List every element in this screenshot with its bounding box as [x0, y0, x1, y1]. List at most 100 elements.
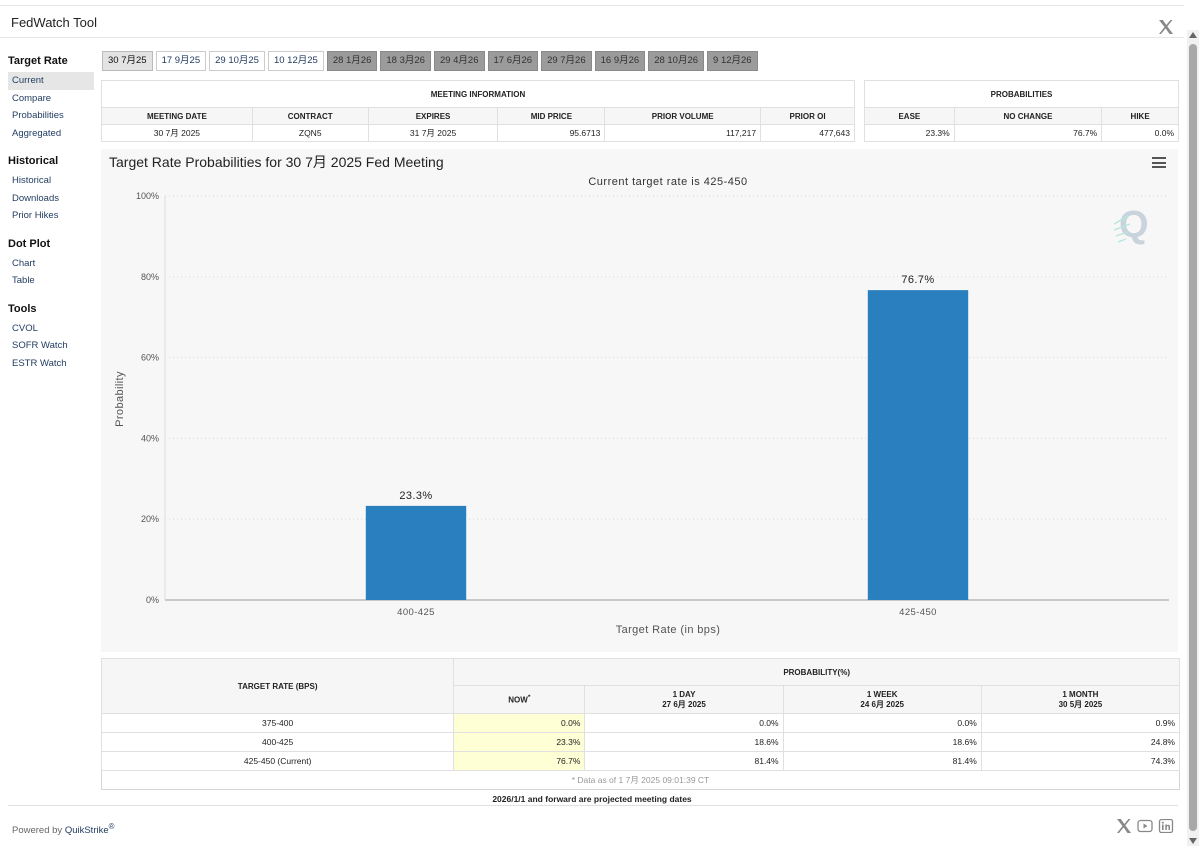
col-probability: PROBABILITY(%): [453, 658, 1180, 686]
tab-meeting-date[interactable]: 9 12月26: [707, 51, 758, 71]
scroll-thumb[interactable]: [1189, 44, 1197, 831]
col-prior-oi: PRIOR OI: [760, 107, 855, 125]
bar-425-450[interactable]: [867, 290, 969, 600]
table-row: 425-450 (Current) 76.7% 81.4% 81.4% 74.3%: [100, 751, 1181, 771]
sidebar-item-prior-hikes[interactable]: Prior Hikes: [12, 210, 59, 221]
tab-meeting-date[interactable]: 29 7月26: [541, 51, 592, 71]
prior-oi-value: 477,643: [760, 124, 855, 142]
probabilities-table: PROBABILITIES EASE NO CHANGE HIKE 23.3% …: [864, 80, 1179, 142]
sidebar-item-cvol[interactable]: CVOL: [12, 322, 38, 334]
sidebar-heading: Target Rate: [8, 55, 68, 67]
meeting-date-value: 30 7月 2025: [101, 124, 253, 142]
x-icon[interactable]: [1116, 819, 1132, 833]
tab-meeting-date[interactable]: 29 10月25: [209, 51, 265, 71]
cell-rate: 375-400: [100, 713, 455, 733]
top-bar: FedWatch Tool: [0, 5, 1184, 38]
footer-divider: [8, 805, 1178, 806]
x-logo-icon[interactable]: [1158, 19, 1174, 35]
col-contract: CONTRACT: [251, 107, 369, 125]
meeting-info-caption: MEETING INFORMATION: [101, 80, 855, 108]
y-tick-label: 0%: [146, 595, 159, 605]
powered-by-text: Powered by: [12, 825, 63, 837]
sidebar-item-downloads[interactable]: Downloads: [12, 192, 59, 204]
quikstrike-link-text: QuikStrike: [64, 825, 109, 837]
col-now-label: NOW: [508, 695, 528, 705]
col-1-month: 1 MONTH 30 5月 2025: [980, 685, 1181, 714]
tab-meeting-date[interactable]: 10 12月25: [267, 51, 324, 71]
quikstrike-link[interactable]: QuikStrike®: [64, 822, 115, 837]
y-tick-label: 100%: [136, 191, 159, 201]
meeting-date-tabs: 30 7月25 17 9月25 29 10月25 10 12月25 28 1月26 18 …: [102, 51, 758, 71]
col-meeting-date: MEETING DATE: [101, 107, 253, 125]
cell-week: 18.6%: [782, 732, 982, 752]
chart-title: Target Rate Probabilities for 30 7月 2025…: [109, 154, 444, 170]
col-1-week: 1 WEEK 24 6月 2025: [782, 685, 982, 714]
col-1-week-label: 1 WEEK: [866, 689, 898, 699]
sidebar-item-chart[interactable]: Chart: [12, 257, 36, 269]
data-as-of-note: * Data as of 1 7月 2025 09:01:39 CT: [571, 775, 710, 785]
col-ease: EASE: [864, 107, 955, 125]
col-expires: EXPIRES: [367, 107, 499, 125]
col-1-day: 1 DAY 27 6月 2025: [584, 685, 784, 714]
cell-month: 24.8%: [980, 732, 1181, 752]
scroll-up-icon[interactable]: [1189, 32, 1197, 38]
col-1-day-date: 27 6月 2025: [662, 699, 706, 709]
tab-meeting-date[interactable]: 18 3月26: [380, 51, 431, 71]
hike-value: 0.0%: [1101, 124, 1179, 142]
cell-rate: 425-450 (Current): [100, 751, 455, 771]
tab-meeting-date[interactable]: 17 6月26: [487, 51, 539, 71]
sidebar-item-table[interactable]: Table: [12, 275, 35, 286]
col-1-month-date: 30 5月 2025: [1058, 699, 1103, 709]
cell-now: 23.3%: [453, 732, 586, 752]
y-tick-label: 80%: [141, 272, 159, 282]
probability-bar-chart: Current target rate is 425-450 Q 0% 20% 40…: [114, 176, 1169, 636]
tab-meeting-date[interactable]: 17 9月25: [155, 51, 207, 71]
sidebar-item-estr-watch[interactable]: ESTR Watch: [12, 357, 67, 369]
youtube-icon[interactable]: [1137, 819, 1153, 833]
tab-meeting-date[interactable]: 28 10月26: [648, 51, 705, 71]
social-links: [1116, 819, 1174, 833]
tab-meeting-date[interactable]: 29 4月26: [433, 51, 485, 71]
cell-week: 0.0%: [782, 713, 982, 733]
col-now: NOW*: [453, 685, 586, 714]
no-change-value: 76.7%: [953, 124, 1103, 142]
sidebar-group-target-rate: Target Rate Current Compare Probabilities Ag…: [8, 50, 94, 142]
probability-history-table: TARGET RATE (BPS) PROBABILITY(%) NOW* 1 …: [100, 658, 1181, 790]
tab-meeting-date[interactable]: 30 7月25: [102, 51, 153, 71]
sidebar-nav: Target Rate Current Compare Probabilities Ag…: [8, 50, 94, 380]
svg-text:Q: Q: [1119, 204, 1149, 246]
hamburger-icon[interactable]: [1152, 157, 1166, 169]
expires-value: 31 7月 2025: [367, 124, 499, 142]
cell-day: 0.0%: [584, 713, 784, 733]
tab-meeting-date[interactable]: 16 9月26: [594, 51, 646, 71]
cell-week: 81.4%: [782, 751, 982, 771]
bar-data-label: 76.7%: [901, 274, 934, 286]
y-tick-label: 20%: [141, 514, 159, 524]
sidebar-item-compare[interactable]: Compare: [12, 92, 52, 104]
ease-value: 23.3%: [864, 124, 955, 142]
table-row: 375-400 0.0% 0.0% 0.0% 0.9%: [100, 713, 1181, 733]
vertical-scrollbar[interactable]: [1187, 30, 1199, 846]
sidebar-group-dot-plot: Dot Plot Chart Table: [8, 233, 94, 290]
contract-value: ZQN5: [251, 124, 369, 142]
sidebar-item-probabilities[interactable]: Probabilities: [12, 110, 64, 121]
linkedin-icon[interactable]: [1158, 819, 1174, 833]
tab-meeting-date[interactable]: 28 1月26: [326, 51, 378, 71]
sidebar-item-aggregated[interactable]: Aggregated: [12, 127, 62, 139]
sidebar-item-historical[interactable]: Historical: [12, 175, 52, 186]
cell-month: 0.9%: [980, 713, 1181, 733]
probabilities-caption: PROBABILITIES: [864, 80, 1179, 108]
sidebar-item-current[interactable]: Current: [8, 72, 94, 90]
col-now-mark: *: [527, 694, 531, 702]
bar-400-425[interactable]: [365, 505, 467, 600]
sidebar-item-sofr-watch[interactable]: SOFR Watch: [12, 340, 68, 351]
sidebar-group-historical: Historical Historical Downloads Prior Hikes: [8, 150, 94, 225]
bar-data-label: 23.3%: [399, 490, 432, 502]
col-1-day-label: 1 DAY: [672, 689, 696, 699]
q-logo-icon: Q: [1113, 204, 1149, 246]
cell-rate: 400-425: [100, 732, 455, 752]
prior-volume-value: 117,217: [604, 124, 762, 142]
cell-day: 18.6%: [584, 732, 784, 752]
scroll-down-icon[interactable]: [1189, 838, 1197, 844]
